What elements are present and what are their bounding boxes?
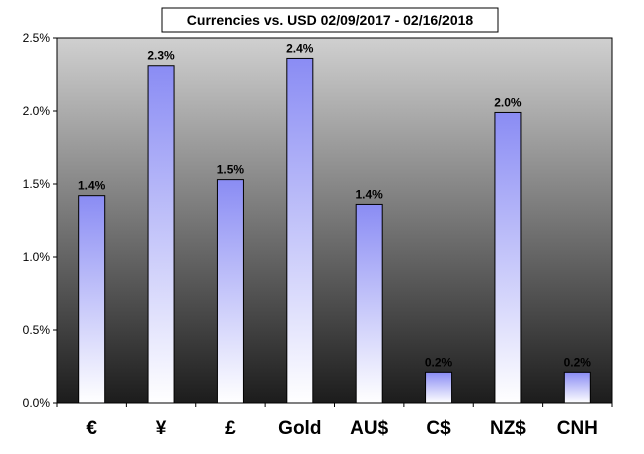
data-label: 0.2% [425,355,453,369]
y-tick-label: 2.0% [23,104,51,118]
bar [355,203,383,404]
y-tick-label: 0.5% [23,323,51,337]
data-label: 2.3% [147,49,175,63]
y-tick-label: 0.0% [23,396,51,410]
x-axis: € ¥ £ Gold AU$ C$ NZ$ CNH [56,403,613,439]
data-label: 1.4% [78,179,106,193]
x-tick-label: £ [225,418,236,439]
bar [563,371,591,404]
x-tick-label: C$ [426,418,451,439]
data-label: 1.5% [217,163,245,177]
y-axis: 0.0% 0.5% 1.0% 1.5% 2.0% 2.5% [23,31,57,410]
x-tick-label: Gold [278,418,321,439]
y-tick-label: 1.0% [23,250,51,264]
x-tick-label: AU$ [350,418,388,439]
bar [147,65,175,404]
x-tick-label: NZ$ [490,418,526,439]
data-label: 0.2% [564,355,592,369]
plot-area [56,37,613,404]
data-label: 1.4% [356,187,384,201]
chart-title-box: Currencies vs. USD 02/09/2017 - 02/16/20… [161,7,499,33]
data-label: 2.0% [494,95,522,109]
y-tick-label: 1.5% [23,177,51,191]
bar [494,111,522,404]
bar [216,179,244,404]
chart-title: Currencies vs. USD 02/09/2017 - 02/16/20… [187,12,474,28]
bars: 1.4% 2.3% 1.5% 2.4% 1.4% 0.2% 2.0% 0.2% [78,41,592,404]
bar [286,57,314,404]
bar [425,371,453,404]
x-tick-label: € [86,418,97,439]
y-tick-label: 2.5% [23,31,51,45]
data-label: 2.4% [286,41,314,55]
x-tick-label: ¥ [156,418,167,439]
chart-title-frame [161,7,499,33]
x-tick-label: CNH [557,418,598,439]
bar [78,195,106,404]
